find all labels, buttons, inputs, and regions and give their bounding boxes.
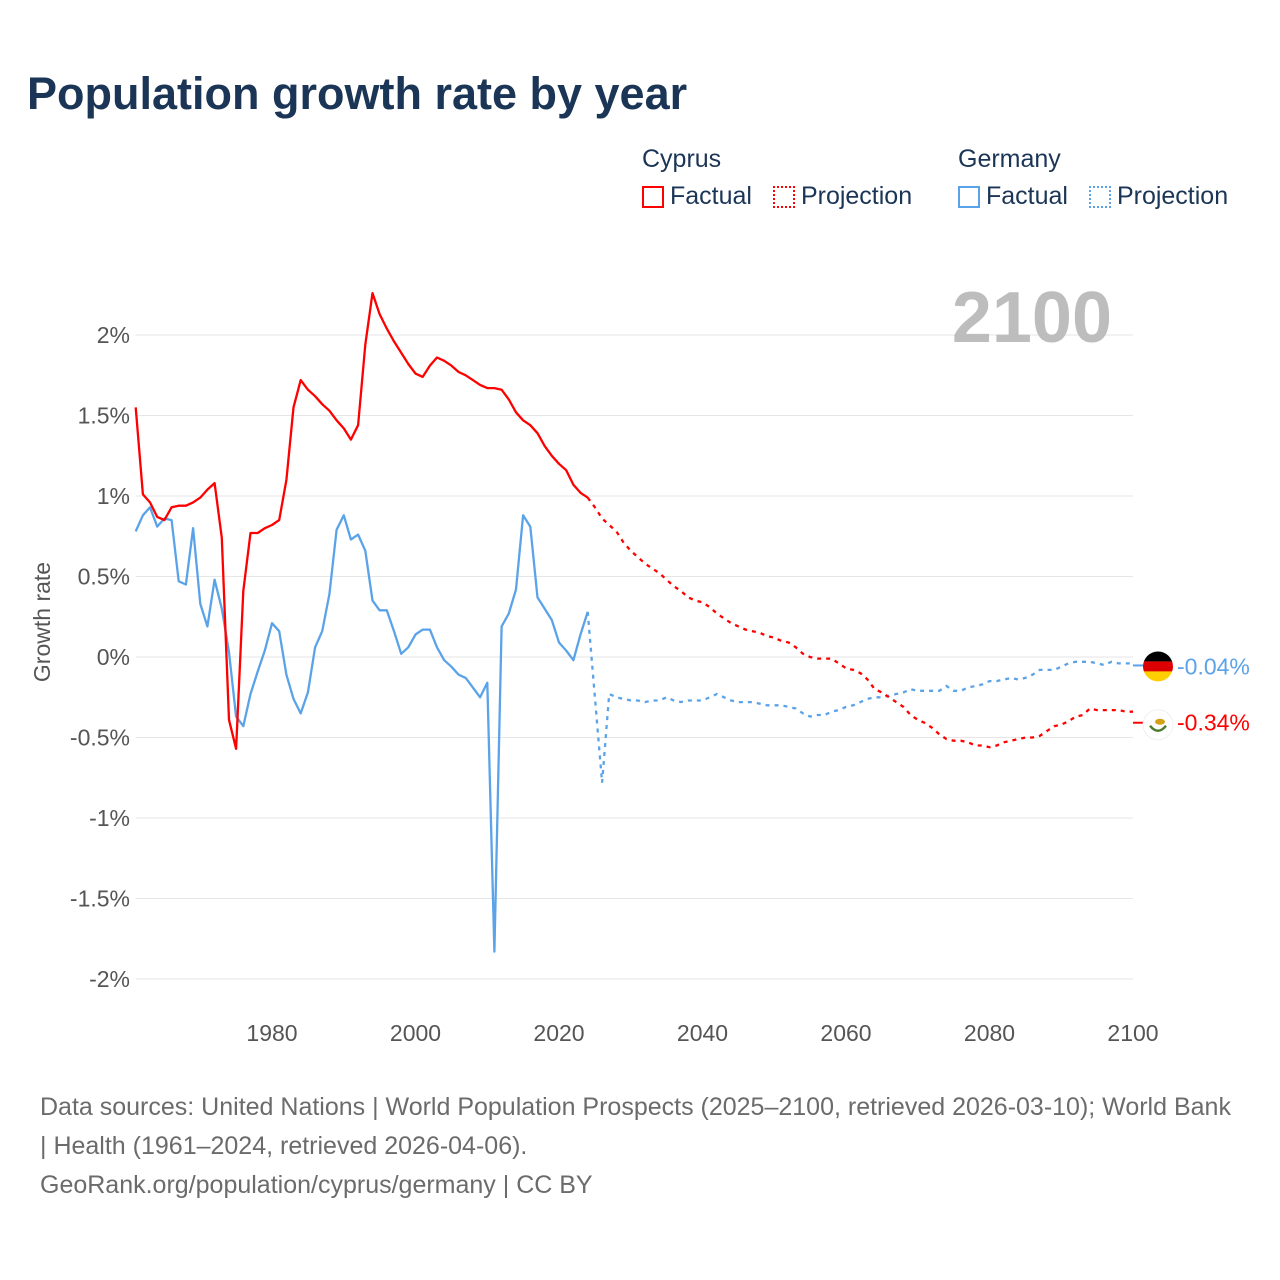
x-tick-label: 2000	[390, 1020, 441, 1046]
y-tick-label: 0%	[97, 644, 130, 670]
legend-label: Projection	[1116, 182, 1229, 210]
y-tick-label: -2%	[89, 966, 130, 992]
legend-swatch	[958, 185, 980, 208]
cyprus-flag-icon	[1142, 709, 1174, 741]
attribution-link[interactable]: GeoRank.org/population/cyprus/germany | …	[40, 1171, 593, 1199]
flag-island	[1155, 718, 1165, 725]
x-tick-label: 1980	[246, 1020, 297, 1046]
flag-stripe	[1143, 651, 1173, 662]
y-tick-label: -1%	[89, 805, 130, 831]
legend-group-label: Cyprus	[642, 145, 722, 173]
germany-flag-icon	[1143, 651, 1173, 682]
x-tick-label: 2080	[964, 1020, 1015, 1046]
legend-swatch	[642, 185, 664, 208]
germany-end-value: -0.04%	[1177, 653, 1250, 679]
y-tick-label: -1.5%	[70, 886, 130, 912]
legend-label: Projection	[800, 182, 913, 210]
flag-olive-branches	[1149, 724, 1167, 732]
flag-stripe	[1143, 671, 1173, 682]
year-display: 2100	[952, 278, 1112, 358]
y-axis-label: Growth rate	[29, 562, 55, 682]
flag-stripe	[1143, 661, 1173, 672]
chart-title: Population growth rate by year	[27, 68, 688, 119]
x-tick-label: 2040	[677, 1020, 728, 1046]
footer: Data sources: United Nations | World Pop…	[40, 1088, 1240, 1205]
legend-cyprus-projection[interactable]: Projection	[772, 182, 913, 211]
legend-group-label: Germany	[958, 145, 1061, 173]
legend-swatch	[1088, 185, 1111, 208]
germany-factual-line	[134, 506, 589, 953]
flag-stripes	[1143, 651, 1173, 682]
legend-group-germany: Germany Factual Projection	[958, 145, 1242, 215]
cyprus-factual-line	[134, 291, 589, 750]
y-tick-label: 2%	[97, 322, 130, 348]
legend-germany-factual[interactable]: Factual	[958, 182, 1068, 211]
x-tick-label: 2020	[533, 1020, 584, 1046]
legend-group-cyprus: Cyprus Factual Projection	[642, 145, 926, 215]
legend-cyprus-factual[interactable]: Factual	[642, 182, 752, 211]
legend-germany-projection[interactable]: Projection	[1088, 182, 1229, 211]
legend-swatch	[772, 185, 795, 208]
cyprus-end-value: -0.34%	[1177, 710, 1250, 736]
y-tick-label: 1.5%	[78, 403, 130, 429]
data-sources: Data sources: United Nations | World Pop…	[40, 1093, 1231, 1160]
flag-background	[1142, 709, 1174, 741]
x-tick-label: 2060	[820, 1020, 871, 1046]
y-tick-label: 1%	[97, 483, 130, 509]
cyprus-projection-line	[586, 496, 1133, 749]
legend-label: Factual	[670, 182, 752, 210]
y-tick-label: 0.5%	[78, 564, 130, 590]
legend-label: Factual	[986, 182, 1068, 210]
x-tick-label: 2100	[1107, 1020, 1158, 1046]
germany-projection-line	[586, 611, 1133, 783]
y-tick-label: -0.5%	[70, 725, 130, 751]
